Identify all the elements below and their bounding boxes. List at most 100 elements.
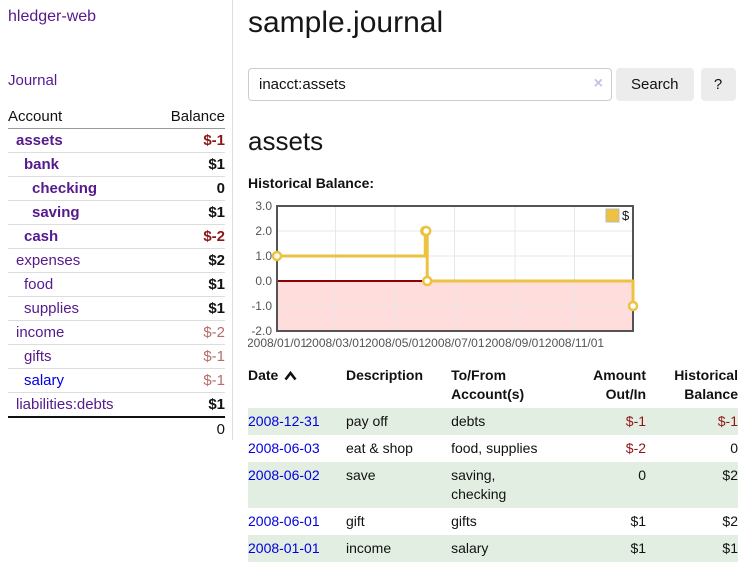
svg-text:2008/03/01: 2008/03/01 bbox=[305, 336, 365, 350]
svg-text:2008/07/01: 2008/07/01 bbox=[424, 336, 484, 350]
account-name-cell: bank bbox=[8, 152, 152, 177]
register-amount-cell: $1 bbox=[630, 513, 647, 529]
register-amount-cell: $1 bbox=[630, 540, 647, 556]
account-balance: $1 bbox=[151, 392, 225, 417]
register-balance-cell: 0 bbox=[730, 440, 738, 456]
register-description-cell: pay off bbox=[346, 413, 388, 429]
account-link[interactable]: saving bbox=[32, 204, 80, 221]
page-title: sample.journal bbox=[248, 6, 444, 39]
register-amount-cell: 0 bbox=[638, 467, 647, 483]
sidebar-divider bbox=[232, 0, 233, 440]
register-header-row: Date Description To/From Account(s) Amou… bbox=[248, 362, 738, 408]
transaction-date-link[interactable]: 2008-06-03 bbox=[248, 440, 320, 456]
account-link[interactable]: expenses bbox=[16, 252, 81, 269]
account-row: cash $-2 bbox=[8, 224, 225, 249]
transaction-date-link[interactable]: 2008-06-01 bbox=[248, 513, 320, 529]
account-row: salary $-1 bbox=[8, 368, 225, 393]
account-balance: $1 bbox=[151, 200, 225, 225]
account-row: saving $1 bbox=[8, 200, 225, 225]
account-link[interactable]: cash bbox=[24, 228, 59, 245]
account-link[interactable]: liabilities:debts bbox=[16, 396, 114, 413]
register-balance-cell: $1 bbox=[722, 540, 738, 556]
register-header-description: Description bbox=[346, 367, 424, 383]
register-accounts-cell: gifts bbox=[451, 513, 477, 529]
register-row: 2008-06-03 eat & shop food, supplies $-2 0 bbox=[248, 435, 738, 462]
register-tbody: 2008-12-31 pay off debts $-1 $-1 2008-06-03 ea… bbox=[248, 408, 738, 562]
brand-link[interactable]: hledger-web bbox=[8, 8, 97, 25]
account-name-cell: expenses bbox=[8, 248, 152, 273]
account-heading: assets bbox=[248, 126, 324, 156]
account-name-cell: gifts bbox=[8, 344, 152, 369]
register-date-cell: 2008-01-01 bbox=[248, 535, 346, 562]
register-description-cell: gift bbox=[346, 513, 365, 529]
register-row: 2008-06-02 save saving, checking 0 $2 bbox=[248, 462, 738, 508]
account-row: food $1 bbox=[8, 272, 225, 297]
help-button[interactable]: ? bbox=[700, 68, 736, 101]
svg-text:3.0: 3.0 bbox=[255, 200, 272, 213]
account-row: gifts $-1 bbox=[8, 344, 225, 369]
account-row: supplies $1 bbox=[8, 296, 225, 321]
account-balance: $2 bbox=[151, 248, 225, 273]
accounts-total-value: 0 bbox=[151, 416, 225, 441]
account-link[interactable]: salary bbox=[24, 372, 65, 389]
svg-text:2.0: 2.0 bbox=[255, 224, 272, 238]
account-name-cell: salary bbox=[8, 368, 152, 393]
account-row: assets $-1 bbox=[8, 129, 225, 153]
account-row: liabilities:debts $1 bbox=[8, 392, 225, 417]
register-date-cell: 2008-06-03 bbox=[248, 435, 346, 462]
account-link[interactable]: income bbox=[16, 324, 65, 341]
clear-search-icon[interactable]: × bbox=[593, 75, 603, 92]
register-table: Date Description To/From Account(s) Amou… bbox=[248, 362, 738, 562]
register-accounts-cell: food, supplies bbox=[451, 440, 538, 456]
sidebar-item-journal[interactable]: Journal bbox=[8, 72, 58, 89]
sort-asc-icon bbox=[284, 370, 297, 381]
account-link[interactable]: supplies bbox=[24, 300, 80, 317]
account-link[interactable]: bank bbox=[24, 156, 60, 173]
account-balance: $1 bbox=[151, 272, 225, 297]
account-row: income $-2 bbox=[8, 320, 225, 345]
account-balance: $-2 bbox=[151, 224, 225, 249]
register-header-date-label: Date bbox=[248, 367, 279, 383]
accounts-total-spacer bbox=[8, 416, 152, 441]
register-accounts-cell: debts bbox=[451, 413, 486, 429]
register-amount-cell: $-1 bbox=[625, 413, 647, 429]
account-name-cell: income bbox=[8, 320, 152, 345]
search-button[interactable]: Search bbox=[616, 68, 694, 101]
accounts-tbody: assets $-1 bank $1 checking 0 saving $1 cash $-2 e… bbox=[8, 129, 225, 417]
register-date-cell: 2008-06-01 bbox=[248, 508, 346, 535]
svg-text:2008/11/01: 2008/11/01 bbox=[545, 336, 604, 350]
register-description-cell: eat & shop bbox=[346, 440, 413, 456]
transaction-date-link[interactable]: 2008-06-02 bbox=[248, 467, 320, 483]
register-header-accounts: To/From Account(s) bbox=[451, 367, 525, 402]
search-input[interactable] bbox=[248, 68, 612, 101]
account-row: checking 0 bbox=[8, 176, 225, 201]
accounts-table: Account Balance assets $-1 bank $1 checking 0… bbox=[8, 105, 225, 441]
account-name-cell: checking bbox=[8, 176, 152, 201]
register-date-cell: 2008-12-31 bbox=[248, 408, 346, 435]
svg-text:2008/01/01: 2008/01/01 bbox=[248, 336, 307, 350]
account-balance: $-1 bbox=[151, 368, 225, 393]
account-name-cell: supplies bbox=[8, 296, 152, 321]
account-link[interactable]: assets bbox=[16, 132, 63, 149]
accounts-header-balance: Balance bbox=[151, 105, 225, 129]
svg-text:2008/09/01: 2008/09/01 bbox=[485, 336, 545, 350]
account-balance: $-1 bbox=[151, 344, 225, 369]
register-row: 2008-01-01 income salary $1 $1 bbox=[248, 535, 738, 562]
sidebar: hledger-web Journal Account Balance asse… bbox=[0, 0, 232, 441]
account-row: bank $1 bbox=[8, 152, 225, 177]
account-name-cell: assets bbox=[8, 129, 151, 153]
account-link[interactable]: checking bbox=[32, 180, 98, 197]
svg-text:2008/05/01: 2008/05/01 bbox=[365, 336, 425, 350]
account-link[interactable]: gifts bbox=[24, 348, 52, 365]
register-description-cell: income bbox=[346, 540, 392, 556]
transaction-date-link[interactable]: 2008-01-01 bbox=[248, 540, 320, 556]
account-link[interactable]: food bbox=[24, 276, 54, 293]
register-header-amount: Amount Out/In bbox=[593, 367, 647, 402]
register-row: 2008-06-01 gift gifts $1 $2 bbox=[248, 508, 738, 535]
account-balance: $1 bbox=[151, 296, 225, 321]
transaction-date-link[interactable]: 2008-12-31 bbox=[248, 413, 320, 429]
account-name-cell: food bbox=[8, 272, 152, 297]
register-description-cell: save bbox=[346, 467, 376, 483]
register-header-date[interactable]: Date bbox=[248, 362, 346, 408]
search-bar: × Search ? bbox=[248, 68, 738, 101]
